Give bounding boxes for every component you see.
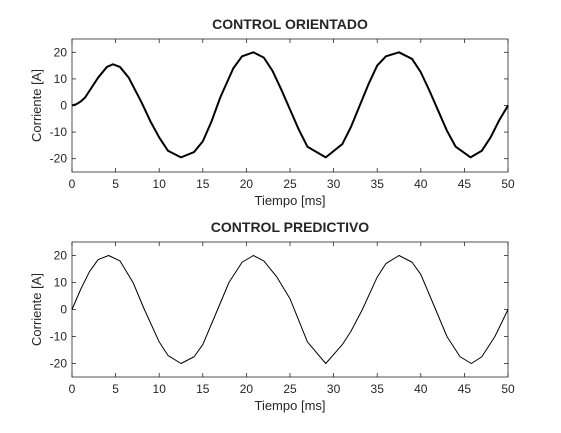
x-tick-label: 35 — [371, 177, 385, 191]
chart-panel-top: 0 5 10 15 20 25 30 35 40 45 50 -20 -10 0 10 20 CONTROL O… — [29, 16, 515, 208]
x-tick-label: 0 — [69, 382, 76, 396]
y-tick-label: 10 — [54, 72, 68, 86]
x-tick-label: 40 — [414, 177, 428, 191]
y-tick-label: 0 — [60, 99, 67, 113]
chart-panel-bottom: 0 5 10 15 20 25 30 35 40 45 50 -20 -10 0 10 20 CONTROL P… — [29, 219, 515, 413]
x-tick-label: 15 — [196, 177, 210, 191]
x-tick-label: 15 — [196, 382, 210, 396]
x-tick-label: 5 — [112, 177, 119, 191]
x-tick-label: 20 — [240, 177, 254, 191]
x-tick-label: 20 — [240, 382, 254, 396]
x-tick-label: 40 — [414, 382, 428, 396]
x-tick-label: 50 — [501, 382, 515, 396]
y-tick-label: -10 — [50, 125, 68, 139]
y-tick-label: -20 — [50, 152, 68, 166]
y-axis-label: Corriente [A] — [29, 69, 44, 142]
x-axis-label: Tiempo [ms] — [254, 193, 325, 208]
y-tick-label: 20 — [54, 249, 68, 263]
x-tick-label: 50 — [501, 177, 515, 191]
y-tick-label: 0 — [60, 303, 67, 317]
x-tick-label: 30 — [327, 382, 341, 396]
y-tick-label: 10 — [54, 276, 68, 290]
y-tick-label: 20 — [54, 45, 68, 59]
x-tick-label: 45 — [458, 382, 472, 396]
y-tick-label: -10 — [50, 330, 68, 344]
plot-area — [71, 38, 509, 173]
x-tick-label: 0 — [69, 177, 76, 191]
plot-area — [71, 241, 509, 378]
x-tick-label: 25 — [283, 382, 297, 396]
x-tick-label: 10 — [153, 177, 167, 191]
x-tick-label: 25 — [283, 177, 297, 191]
chart-title: CONTROL PREDICTIVO — [211, 219, 370, 235]
x-axis-label: Tiempo [ms] — [254, 398, 325, 413]
x-tick-label: 35 — [371, 382, 385, 396]
y-axis-label: Corriente [A] — [29, 273, 44, 346]
x-tick-label: 30 — [327, 177, 341, 191]
x-tick-label: 5 — [112, 382, 119, 396]
series-line — [71, 255, 509, 364]
x-tick-label: 10 — [153, 382, 167, 396]
chart-title: CONTROL ORIENTADO — [212, 16, 368, 32]
x-tick-label: 45 — [458, 177, 472, 191]
y-tick-label: -20 — [50, 357, 68, 371]
series-line — [71, 51, 509, 159]
